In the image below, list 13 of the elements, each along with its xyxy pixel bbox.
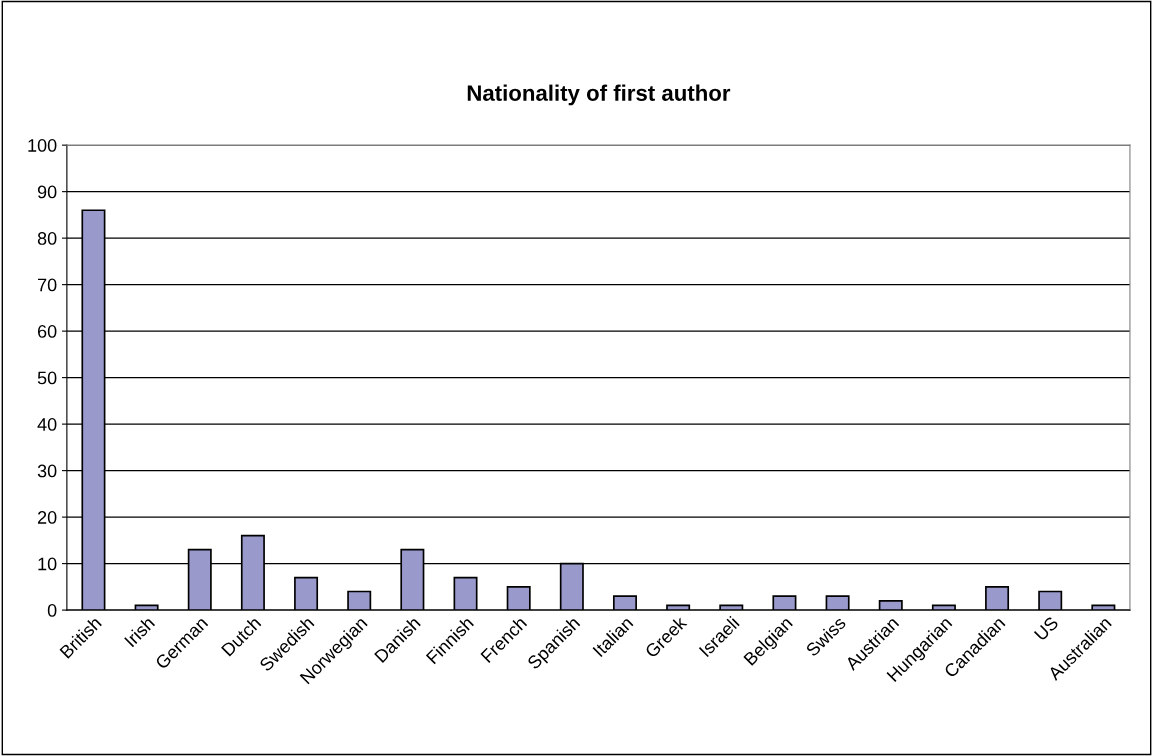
y-tick-label: 30 bbox=[37, 464, 57, 478]
y-tick-label: 60 bbox=[37, 325, 57, 338]
y-tick-label: 100 bbox=[28, 139, 57, 152]
chart-title: Nationality of first author bbox=[467, 84, 731, 106]
y-tick-label: 40 bbox=[37, 418, 57, 431]
x-tick-label: Irish bbox=[123, 615, 156, 648]
y-tick-label: 50 bbox=[37, 371, 57, 385]
y-tick-label: 90 bbox=[37, 185, 57, 199]
y-tick-label: 80 bbox=[37, 232, 57, 245]
y-tick-label: 20 bbox=[37, 511, 57, 524]
y-tick-label: 0 bbox=[47, 604, 57, 617]
y-tick-label: 70 bbox=[38, 278, 57, 292]
y-tick-label: 10 bbox=[38, 557, 57, 571]
